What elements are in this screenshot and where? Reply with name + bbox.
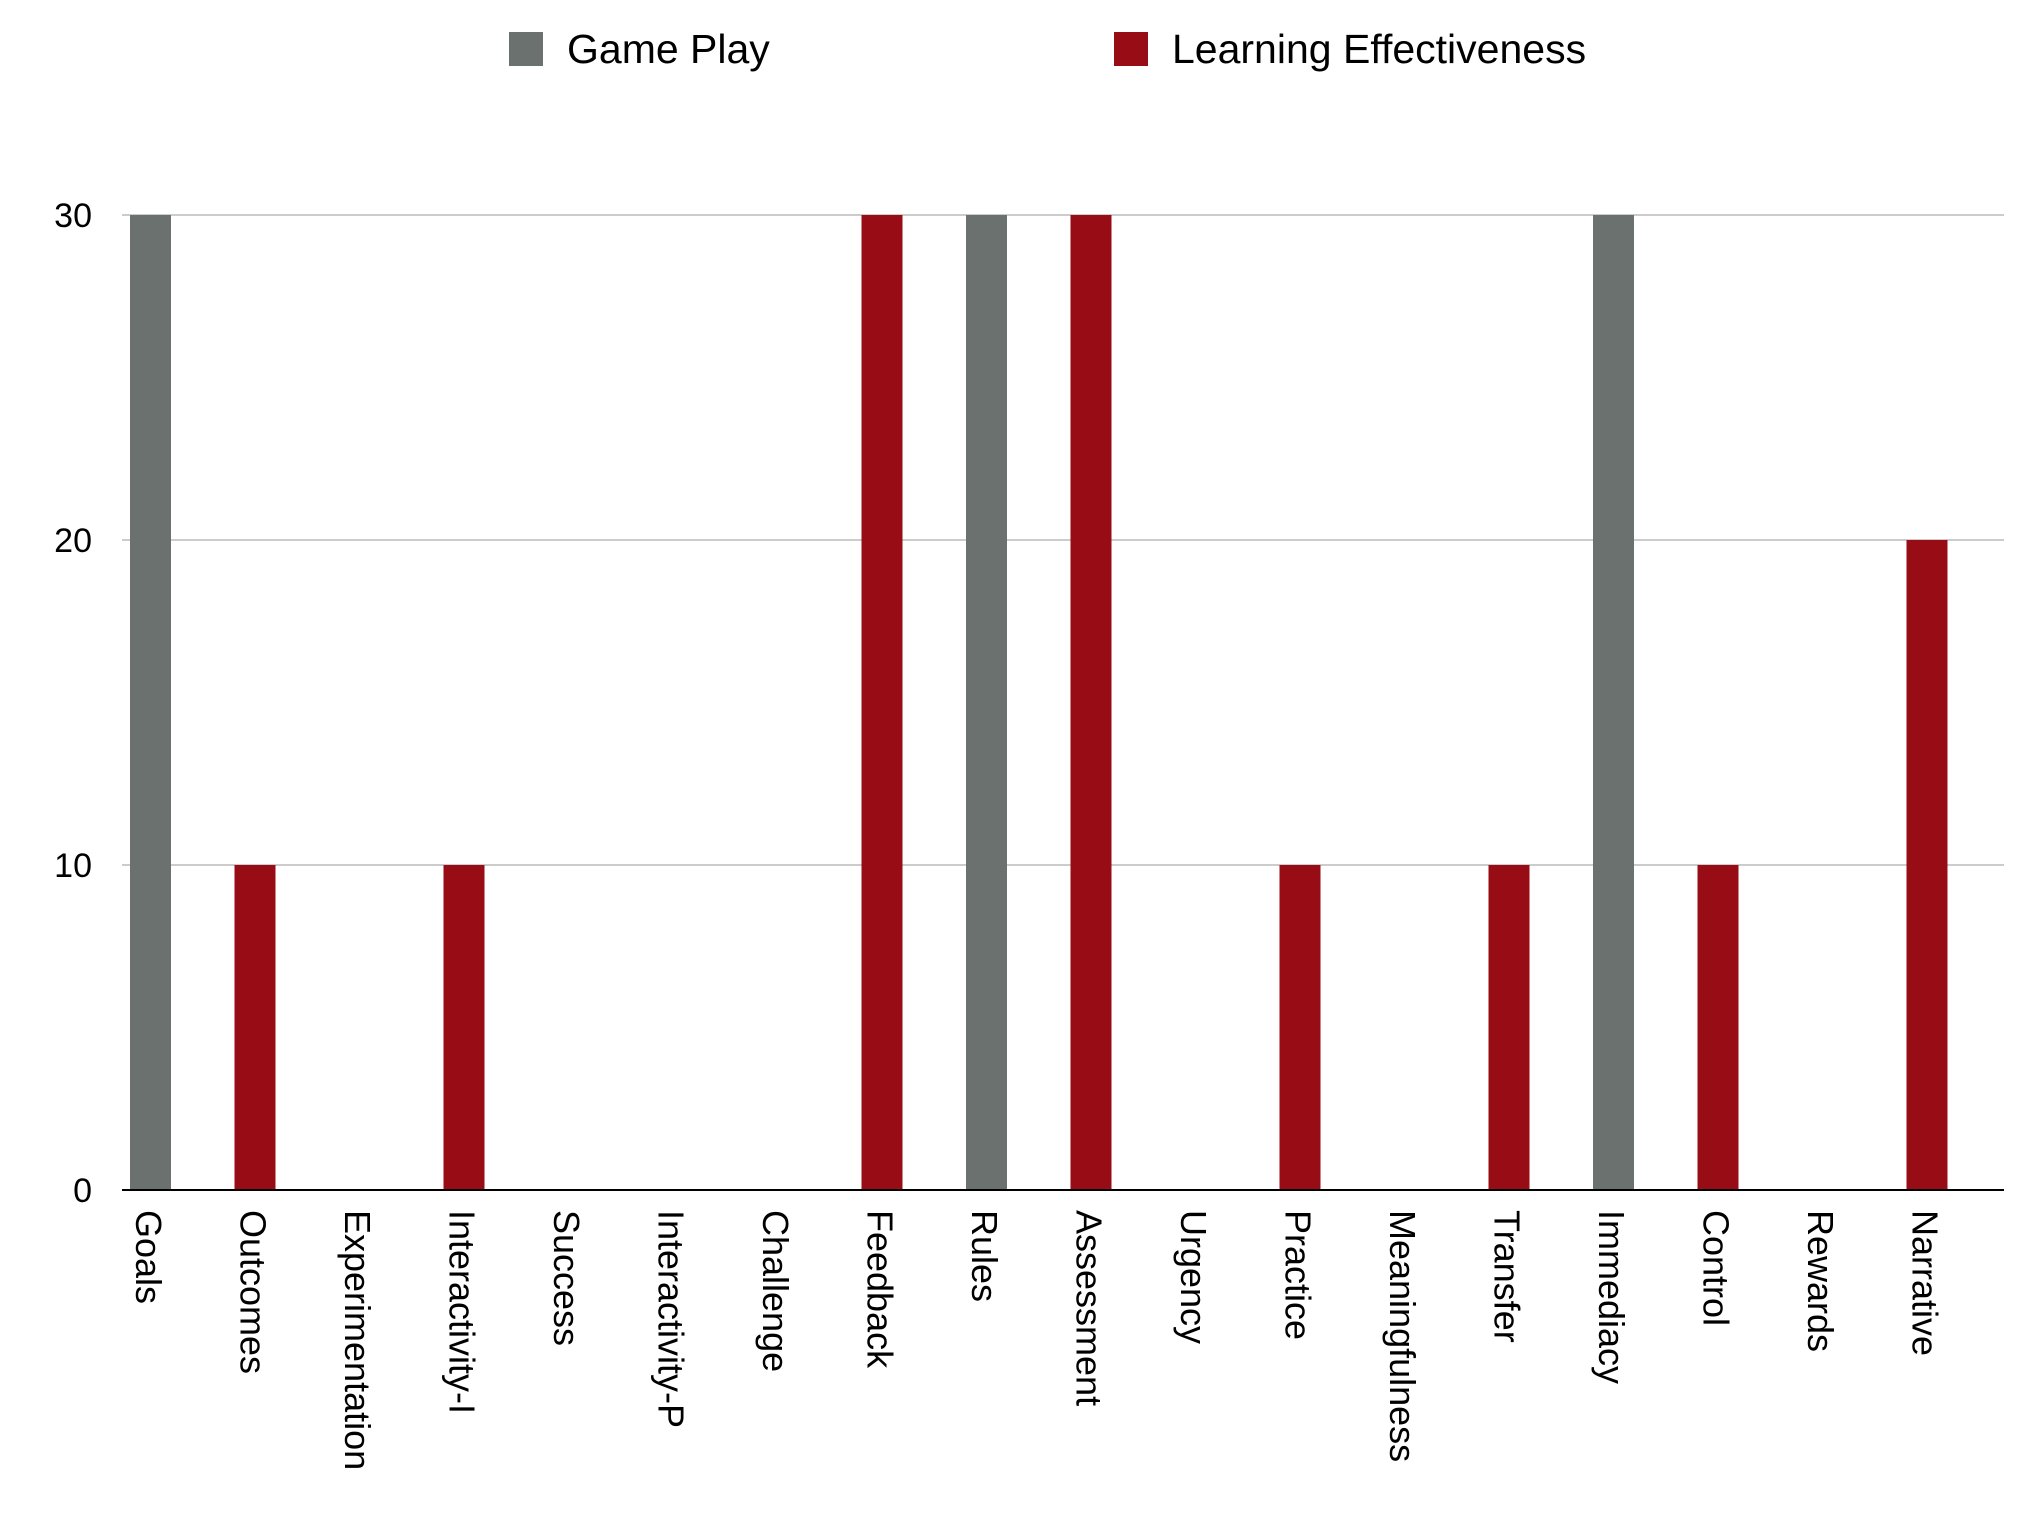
y-tick-label: 20: [54, 522, 92, 560]
legend-swatch-game-play: [509, 32, 543, 66]
y-tick-label: 10: [54, 847, 92, 885]
legend-label-game-play: Game Play: [567, 26, 770, 72]
x-tick-label: Practice: [1278, 1210, 1319, 1340]
x-tick-label: Goals: [128, 1210, 169, 1304]
gridlines: [122, 214, 2004, 866]
x-tick-label: Challenge: [755, 1210, 796, 1372]
y-axis-ticks: 0 10 20 30: [54, 197, 92, 1210]
x-tick-label: Feedback: [860, 1210, 901, 1369]
bar-learning-effectiveness: [1488, 865, 1530, 1190]
x-tick-label: Success: [546, 1210, 587, 1346]
bar-learning-effectiveness: [234, 865, 276, 1190]
legend-label-learning-effectiveness: Learning Effectiveness: [1172, 26, 1586, 72]
x-tick-label: Assessment: [1069, 1210, 1110, 1406]
x-tick-label: Transfer: [1487, 1210, 1528, 1343]
y-tick-label: 0: [73, 1172, 92, 1210]
bar-game-play: [1593, 215, 1634, 1190]
x-tick-label: Interactivity-I: [442, 1210, 483, 1414]
x-tick-label: Narrative: [1905, 1210, 1946, 1356]
bar-game-play: [130, 215, 171, 1190]
x-tick-label: Experimentation: [337, 1210, 378, 1470]
x-axis-tick-labels: Goals Outcomes Experimentation Interactivit…: [128, 1210, 1946, 1470]
bar-learning-effectiveness: [1070, 215, 1112, 1190]
legend: Game Play Learning Effectiveness: [509, 26, 1586, 72]
bar-learning-effectiveness: [1906, 540, 1948, 1190]
x-tick-label: Urgency: [1173, 1210, 1214, 1344]
y-tick-label: 30: [54, 197, 92, 235]
legend-swatch-learning-effectiveness: [1114, 32, 1148, 66]
x-tick-label: Control: [1696, 1210, 1737, 1326]
bar-learning-effectiveness: [443, 865, 485, 1190]
bars: [130, 215, 1948, 1190]
bar-game-play: [966, 215, 1007, 1190]
bar-learning-effectiveness: [1697, 865, 1739, 1190]
x-tick-label: Rewards: [1800, 1210, 1841, 1352]
bar-learning-effectiveness: [1279, 865, 1321, 1190]
x-tick-label: Interactivity-P: [651, 1210, 692, 1428]
x-tick-label: Outcomes: [233, 1210, 274, 1374]
x-tick-label: Rules: [964, 1210, 1005, 1302]
bar-learning-effectiveness: [861, 215, 903, 1190]
x-tick-label: Immediacy: [1591, 1210, 1632, 1384]
x-tick-label: Meaningfulness: [1382, 1210, 1423, 1462]
